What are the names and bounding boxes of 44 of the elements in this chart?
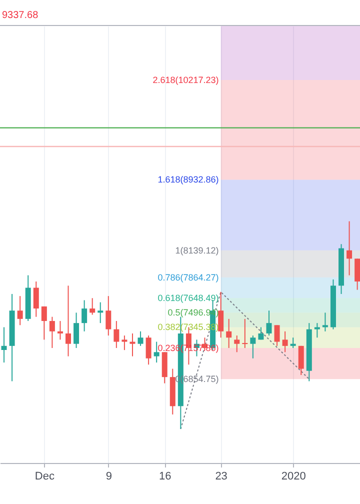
candlestick: [234, 335, 240, 353]
candlestick: [106, 296, 112, 336]
candlestick: [90, 298, 96, 316]
candlestick: [282, 330, 288, 353]
candlestick: [218, 291, 224, 338]
candlestick: [354, 258, 360, 290]
candlestick: [250, 335, 256, 359]
candlestick: [266, 310, 272, 336]
candlestick: [146, 335, 152, 366]
candlestick: [314, 322, 320, 338]
candlestick: [33, 281, 39, 318]
candlestick: [49, 316, 55, 348]
candlestick: [322, 312, 328, 332]
candlestick: [138, 330, 144, 346]
candlestick: [82, 300, 88, 332]
candlestick: [258, 326, 264, 340]
x-tick-label: 2020: [281, 470, 306, 482]
x-tick-label: 9: [106, 470, 112, 482]
candlestick: [298, 345, 304, 376]
band-label: 2.618(10217.23): [152, 75, 219, 86]
candlestick: [242, 318, 248, 348]
x-tick-label: 23: [215, 470, 228, 482]
band-label: 0.786(7864.27): [158, 272, 219, 282]
band-label: 0.618(7648.49): [158, 293, 219, 304]
band-label: 1(8139.12): [175, 245, 219, 256]
x-tick-label: Dec: [34, 470, 55, 482]
text: 9337.68: [2, 10, 38, 21]
candlestick: [346, 220, 352, 276]
candlestick: [226, 318, 232, 348]
band-label: 1.618(8932.86): [158, 174, 219, 185]
candlestick: [154, 341, 160, 364]
candlestick: [122, 335, 128, 351]
candlestick: [57, 320, 63, 340]
candlestick: [74, 312, 80, 348]
candlestick: [114, 320, 120, 348]
candlestick: [1, 326, 7, 364]
candlestick: [98, 302, 104, 324]
candlestick: [41, 306, 47, 340]
x-tick-label: 16: [158, 470, 172, 482]
candlestick: [274, 324, 280, 346]
candlestick: [17, 296, 23, 326]
candlestick: [130, 332, 136, 357]
candlestick: [66, 285, 72, 357]
candlestick: [290, 337, 296, 348]
